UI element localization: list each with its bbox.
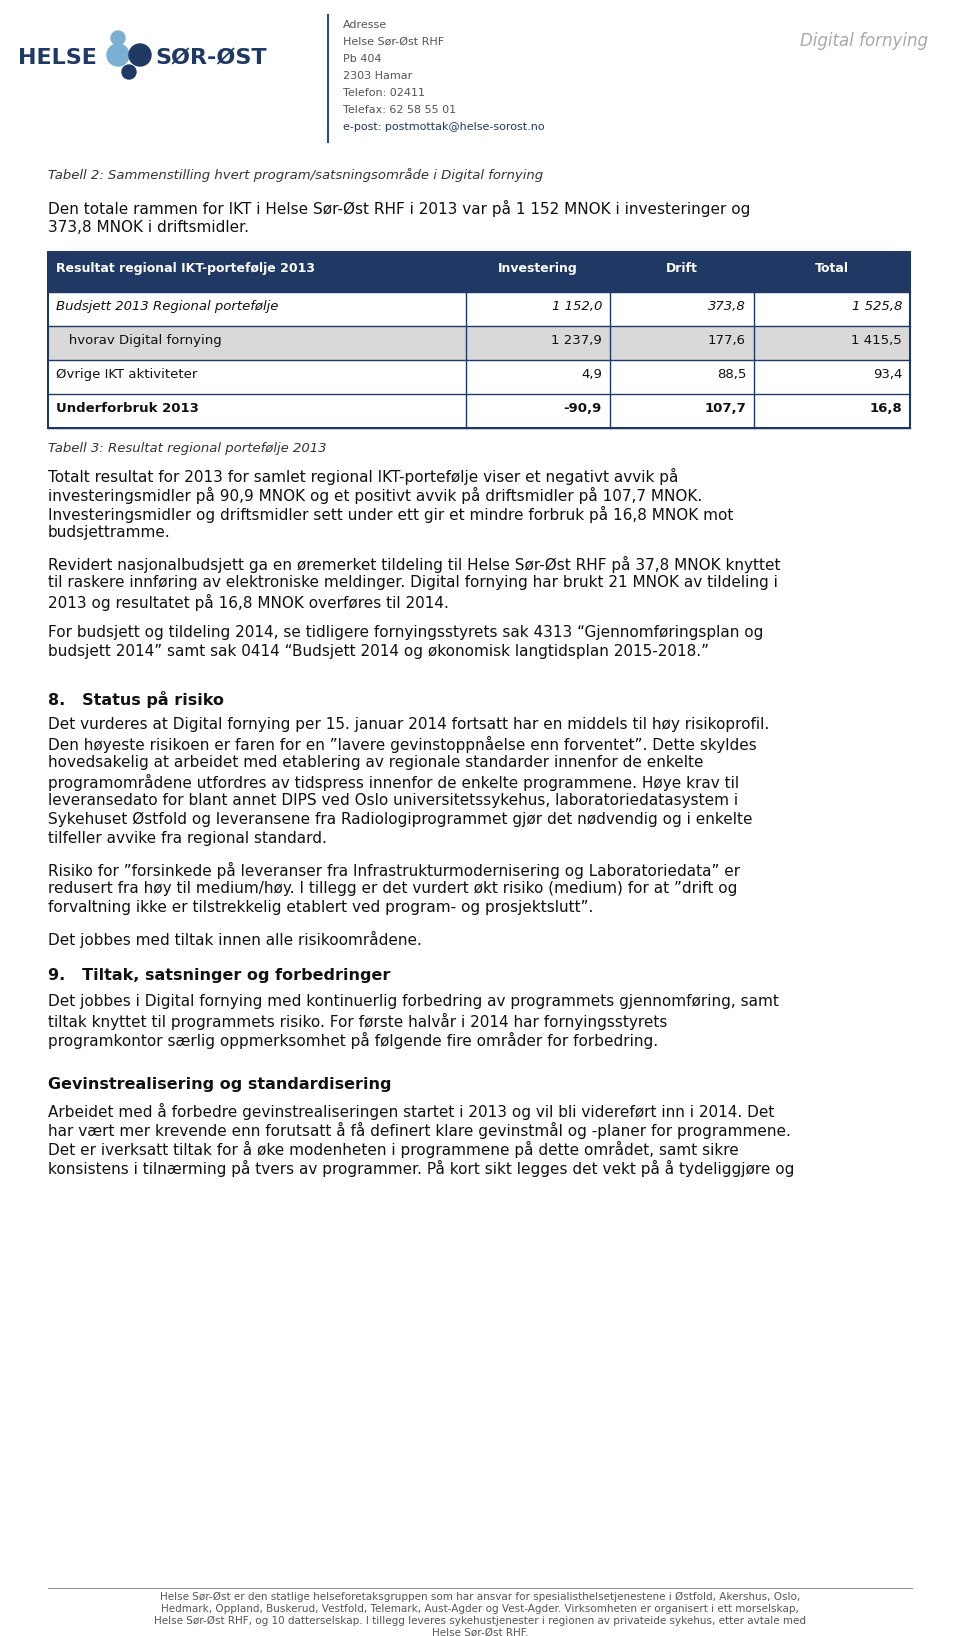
Text: 2013 og resultatet på 16,8 MNOK overføres til 2014.: 2013 og resultatet på 16,8 MNOK overføre… [48, 594, 449, 610]
Text: konsistens i tilnærming på tvers av programmer. På kort sikt legges det vekt på : konsistens i tilnærming på tvers av prog… [48, 1160, 794, 1176]
Text: programområdene utfordres av tidspress innenfor de enkelte programmene. Høye kra: programområdene utfordres av tidspress i… [48, 774, 739, 792]
Text: hvorav Digital fornying: hvorav Digital fornying [56, 334, 222, 347]
Text: Den totale rammen for IKT i Helse Sør-Øst RHF i 2013 var på 1 152 MNOK i investe: Den totale rammen for IKT i Helse Sør-Øs… [48, 200, 751, 218]
Text: Adresse: Adresse [343, 20, 387, 29]
Text: 9.   Tiltak, satsninger og forbedringer: 9. Tiltak, satsninger og forbedringer [48, 969, 391, 983]
Text: -90,9: -90,9 [564, 402, 602, 416]
Text: til raskere innføring av elektroniske meldinger. Digital fornying har brukt 21 M: til raskere innføring av elektroniske me… [48, 574, 778, 591]
Text: 1 415,5: 1 415,5 [852, 334, 902, 347]
Text: Drift: Drift [666, 262, 698, 275]
Text: Arbeidet med å forbedre gevinstrealiseringen startet i 2013 og vil bli viderefør: Arbeidet med å forbedre gevinstrealiseri… [48, 1103, 775, 1121]
Text: For budsjett og tildeling 2014, se tidligere fornyingsstyrets sak 4313 “Gjennomf: For budsjett og tildeling 2014, se tidli… [48, 625, 763, 640]
Text: redusert fra høy til medium/høy. I tillegg er det vurdert økt risiko (medium) fo: redusert fra høy til medium/høy. I tille… [48, 882, 737, 897]
Bar [48, 252, 910, 291]
Text: Revidert nasjonalbudsjett ga en øremerket tildeling til Helse Sør-Øst RHF på 37,: Revidert nasjonalbudsjett ga en øremerke… [48, 556, 780, 573]
Text: Det vurderes at Digital fornying per 15. januar 2014 fortsatt har en middels til: Det vurderes at Digital fornying per 15.… [48, 717, 769, 731]
Text: 373,8: 373,8 [708, 299, 746, 312]
Circle shape [107, 44, 129, 65]
Text: 93,4: 93,4 [873, 368, 902, 381]
Circle shape [129, 44, 151, 65]
Text: Helse Sør-Øst RHF.: Helse Sør-Øst RHF. [432, 1628, 528, 1636]
Text: Det jobbes med tiltak innen alle risikoområdene.: Det jobbes med tiltak innen alle risikoo… [48, 931, 421, 947]
Text: 1 525,8: 1 525,8 [852, 299, 902, 312]
Text: tiltak knyttet til programmets risiko. For første halvår i 2014 har fornyingssty: tiltak knyttet til programmets risiko. F… [48, 1013, 667, 1031]
Text: Digital fornying: Digital fornying [800, 33, 928, 51]
Bar [48, 326, 910, 360]
Text: 1 237,9: 1 237,9 [551, 334, 602, 347]
Bar [48, 252, 910, 429]
Text: 1 152,0: 1 152,0 [552, 299, 602, 312]
Text: Tabell 2: Sammenstilling hvert program/satsningsområde i Digital fornying: Tabell 2: Sammenstilling hvert program/s… [48, 169, 543, 182]
Circle shape [122, 65, 136, 79]
Text: Den høyeste risikoen er faren for en ”lavere gevinstoppnåelse enn forventet”. De: Den høyeste risikoen er faren for en ”la… [48, 736, 756, 753]
Text: 177,6: 177,6 [708, 334, 746, 347]
Text: 373,8 MNOK i driftsmidler.: 373,8 MNOK i driftsmidler. [48, 219, 249, 236]
Text: tilfeller avvike fra regional standard.: tilfeller avvike fra regional standard. [48, 831, 326, 846]
Text: 88,5: 88,5 [716, 368, 746, 381]
Text: 107,7: 107,7 [705, 402, 746, 416]
Text: Helse Sør-Øst RHF, og 10 datterselskap. I tillegg leveres sykehustjenester i reg: Helse Sør-Øst RHF, og 10 datterselskap. … [154, 1616, 806, 1626]
Text: 16,8: 16,8 [869, 402, 902, 416]
Text: Det jobbes i Digital fornying med kontinuerlig forbedring av programmets gjennom: Det jobbes i Digital fornying med kontin… [48, 995, 779, 1009]
Text: e-post: postmottak@helse-sorost.no: e-post: postmottak@helse-sorost.no [343, 123, 544, 133]
Text: Helse Sør-Øst RHF: Helse Sør-Øst RHF [343, 38, 444, 47]
Text: 4,9: 4,9 [581, 368, 602, 381]
Circle shape [111, 31, 125, 46]
Text: Øvrige IKT aktiviteter: Øvrige IKT aktiviteter [56, 368, 198, 381]
Text: programkontor særlig oppmerksomhet på følgende fire områder for forbedring.: programkontor særlig oppmerksomhet på fø… [48, 1032, 659, 1049]
Text: SØR-ØST: SØR-ØST [155, 47, 267, 69]
Text: Risiko for ”forsinkede på leveranser fra Infrastrukturmodernisering og Laborator: Risiko for ”forsinkede på leveranser fra… [48, 862, 740, 879]
Text: HELSE: HELSE [18, 47, 97, 69]
Text: Underforbruk 2013: Underforbruk 2013 [56, 402, 199, 416]
Text: budsjett 2014” samt sak 0414 “Budsjett 2014 og økonomisk langtidsplan 2015-2018.: budsjett 2014” samt sak 0414 “Budsjett 2… [48, 645, 709, 659]
Text: Investering: Investering [498, 262, 578, 275]
Text: Budsjett 2013 Regional portefølje: Budsjett 2013 Regional portefølje [56, 299, 278, 312]
Text: Investeringsmidler og driftsmidler sett under ett gir et mindre forbruk på 16,8 : Investeringsmidler og driftsmidler sett … [48, 506, 733, 524]
Text: 8.   Status på risiko: 8. Status på risiko [48, 690, 224, 708]
Text: Det er iverksatt tiltak for å øke modenheten i programmene på dette området, sam: Det er iverksatt tiltak for å øke modenh… [48, 1140, 739, 1158]
Text: Sykehuset Østfold og leveransene fra Radiologiprogrammet gjør det nødvendig og i: Sykehuset Østfold og leveransene fra Rad… [48, 811, 753, 828]
Text: Telefax: 62 58 55 01: Telefax: 62 58 55 01 [343, 105, 456, 115]
Text: Helse Sør-Øst er den statlige helseforetaksgruppen som har ansvar for spesialist: Helse Sør-Øst er den statlige helseforet… [160, 1592, 800, 1602]
Text: Gevinstrealisering og standardisering: Gevinstrealisering og standardisering [48, 1076, 392, 1091]
Text: Telefon: 02411: Telefon: 02411 [343, 88, 425, 98]
Text: forvaltning ikke er tilstrekkelig etablert ved program- og prosjektslutt”.: forvaltning ikke er tilstrekkelig etable… [48, 900, 593, 915]
Text: budsjettramme.: budsjettramme. [48, 525, 171, 540]
Text: Hedmark, Oppland, Buskerud, Vestfold, Telemark, Aust-Agder og Vest-Agder. Virkso: Hedmark, Oppland, Buskerud, Vestfold, Te… [161, 1603, 799, 1615]
Text: investeringsmidler på 90,9 MNOK og et positivt avvik på driftsmidler på 107,7 MN: investeringsmidler på 90,9 MNOK og et po… [48, 488, 703, 504]
Text: hovedsakelig at arbeidet med etablering av regionale standarder innenfor de enke: hovedsakelig at arbeidet med etablering … [48, 754, 704, 771]
Text: har vært mer krevende enn forutsatt å få definert klare gevinstmål og -planer fo: har vært mer krevende enn forutsatt å få… [48, 1122, 791, 1139]
Text: 2303 Hamar: 2303 Hamar [343, 70, 412, 82]
Text: Totalt resultat for 2013 for samlet regional IKT-portefølje viser et negativt av: Totalt resultat for 2013 for samlet regi… [48, 468, 679, 484]
Text: Tabell 3: Resultat regional portefølje 2013: Tabell 3: Resultat regional portefølje 2… [48, 442, 326, 455]
Text: Total: Total [815, 262, 849, 275]
Text: Resultat regional IKT-portefølje 2013: Resultat regional IKT-portefølje 2013 [56, 262, 315, 275]
Text: leveransedato for blant annet DIPS ved Oslo universitetssykehus, laboratoriedata: leveransedato for blant annet DIPS ved O… [48, 793, 738, 808]
Text: Pb 404: Pb 404 [343, 54, 381, 64]
